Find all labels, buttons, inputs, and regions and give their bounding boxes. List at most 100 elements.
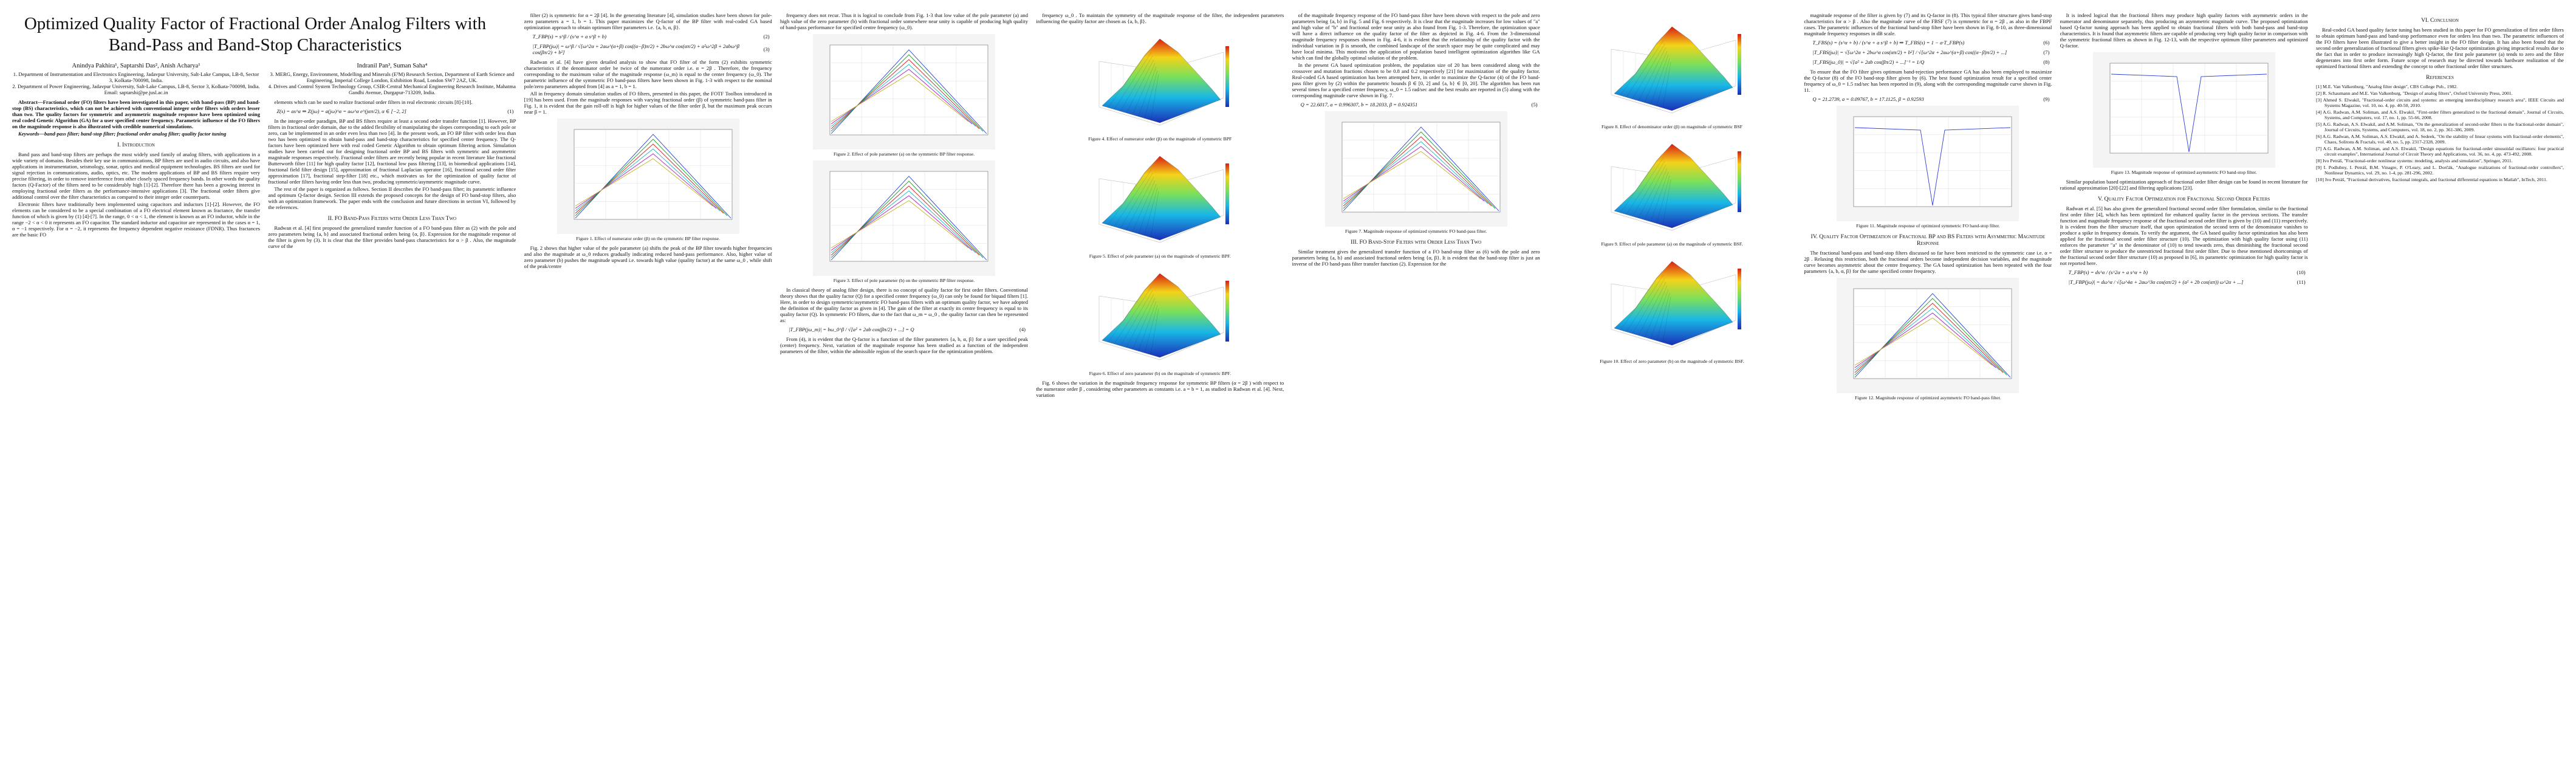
figure-caption: Figure 8. Effect of denominator order (β…: [1601, 124, 1743, 129]
reference: [2] R. Schaumann and M.E. Van Valkenburg…: [2316, 91, 2513, 96]
equation: T_FBP(s) = ds^α / (s^2α + a s^α + b) (10): [2060, 269, 2308, 275]
figure: Figure 12. Magnitude response of optimiz…: [1804, 278, 2052, 400]
mesh-line: [1632, 160, 1665, 217]
figure: Figure 7. Magnitude response of optimize…: [1292, 111, 1540, 234]
paragraph: filter (2) is symmetric for α = 2β [4]. …: [524, 12, 772, 30]
paragraph: Real-coded GA based quality factor tunin…: [2316, 27, 2564, 69]
paragraph: It is indeed logical that the fractional…: [2060, 12, 2308, 49]
column: Anindya Pakhira¹, Saptarshi Das², Anish …: [12, 12, 260, 770]
figure: Figure 2. Effect of pole parameter (a) o…: [780, 34, 1028, 157]
mesh-line: [1626, 157, 1664, 215]
equation-body: |T_FBP(jω_m)| = bω_0^β / √[a² + 2ab cos(…: [789, 326, 914, 332]
surface: [1614, 143, 1733, 229]
mesh-line: [1620, 36, 1663, 96]
mesh-line: [1126, 59, 1154, 114]
mesh-line: [1620, 153, 1663, 213]
paragraph: Radwan et al. [4] have given detailed an…: [524, 59, 772, 89]
mesh-line: [1145, 304, 1158, 354]
mesh-line: [1656, 58, 1670, 107]
section-heading: References: [2426, 74, 2454, 81]
paragraph: Fig. 6 shows the variation in the magnit…: [1036, 380, 1284, 398]
equation: Z(s) = as^α ⇒ Z(jω) = a(jω)^α = aω^α e^(…: [268, 108, 516, 114]
mesh-line: [1638, 47, 1667, 101]
plot-frame: [574, 129, 732, 220]
figure-graphic: [1599, 133, 1745, 239]
reference: [8] Ivo Petráš, "Fractional-order nonlin…: [2316, 158, 2513, 163]
author-names: Indranil Pan³, Suman Saha⁴: [357, 63, 428, 69]
response-curve: [831, 200, 969, 249]
colorbar: [1225, 46, 1230, 107]
reference: [9] I. Podlubny, I. Petráš, B.M. Vinagre…: [2316, 165, 2564, 176]
mesh-line: [1650, 54, 1669, 105]
equation: |T_FBP(jω)| = ω^β / √[ω^2α + 2aω^(α+β) c…: [524, 43, 772, 55]
mesh-line: [1139, 66, 1157, 117]
equation-number: (7): [2043, 49, 2050, 55]
mesh-line: [1108, 48, 1151, 108]
colorbar: [1225, 281, 1230, 342]
paragraph: frequency ω_0 . To maintain the symmetry…: [1036, 12, 1284, 24]
column: magnitude response of the filter is give…: [1804, 12, 2052, 720]
paragraph: The rest of the paper is organized as fo…: [268, 186, 516, 210]
surface: [1614, 26, 1733, 111]
equation-number: (5): [1531, 101, 1538, 108]
equation-body: T_FBP(s) = s^β / (s^α + a s^β + b): [532, 33, 606, 40]
paragraph: Similar treatment gives the generalized …: [1292, 249, 1540, 267]
mesh-line: [1644, 285, 1668, 338]
surface: [1614, 261, 1733, 346]
figure-caption: Figure 13. Magnitude response of optimiz…: [2111, 170, 2257, 175]
figure-caption: Figure 12. Magnitude response of optimiz…: [1855, 395, 2001, 400]
equation-number: (2): [763, 33, 770, 40]
equation-body: |T_FBP(jω)| = dω^α / √[ω^4α + 2aω^3α cos…: [2068, 279, 2244, 285]
figure-graphic: [1837, 278, 2019, 393]
equation: |T_FBP(jω_m)| = bω_0^β / √[a² + 2ab cos(…: [780, 326, 1028, 332]
section-heading: VI. Conclusion: [2421, 17, 2459, 24]
equation: Q = 22.6017, a = 0.996307, b = 18.2033, …: [1292, 101, 1540, 108]
figure-caption: Figure 7. Magnitude response of optimize…: [1345, 229, 1487, 234]
figure: Figure 8. Effect of denominator order (β…: [1548, 16, 1796, 129]
column: Indranil Pan³, Suman Saha⁴ 3. MERG, Energ…: [268, 12, 516, 770]
affiliation: 2. Department of Power Engineering, Jada…: [12, 83, 260, 89]
section-heading: IV. Quality Factor Optimization of Fract…: [1810, 233, 2046, 247]
keywords: Keywords—band-pass filter; band-stop fil…: [18, 131, 227, 137]
mesh-line: [1114, 52, 1152, 110]
colorbar: [1225, 163, 1230, 224]
reference: [5] A.G. Radwan, A.S. Elwakil, and A.M. …: [2316, 122, 2564, 132]
equation-body: |T_FBP(jω)| = ω^β / √[ω^2α + 2aω^(α+β) c…: [532, 43, 739, 55]
figure-graphic: [1087, 145, 1233, 252]
equation-number: (9): [2043, 96, 2050, 102]
equation-number: (1): [507, 108, 514, 114]
paragraph: To ensure that the FO filter gives optim…: [1804, 69, 2052, 93]
paragraph: elements which can be used to realize fr…: [274, 99, 473, 105]
colorbar: [1738, 269, 1741, 329]
mesh-line: [1626, 40, 1664, 98]
equation-body: |T_FBS(jω_0)| = √[a² + 2ab cos(βπ/2) + .…: [1812, 59, 1925, 65]
plot-frame: [829, 171, 988, 262]
mesh-line: [1151, 308, 1159, 356]
equation-body: Q = 21.2739, a = 0.09767, b = 17.1125, β…: [1812, 96, 1924, 102]
equation-body: T_FBP(s) = ds^α / (s^2α + a s^α + b): [2068, 269, 2148, 275]
mesh-line: [1132, 63, 1156, 115]
column: Figure 8. Effect of denominator order (β…: [1548, 12, 1796, 720]
reference: [6] A.G. Radwan, A.M. Soliman, A.S. Elwa…: [2316, 134, 2564, 145]
mesh-line: [1632, 43, 1665, 100]
figure-caption: Figure 6. Effect of zero parameter (b) o…: [1089, 371, 1231, 376]
mesh-line: [1120, 173, 1153, 229]
paragraph: of the magnitude frequency response of t…: [1292, 12, 1540, 61]
mesh-line: [1114, 286, 1152, 345]
reference: [4] A.G. Radwan, A.M. Soliman, and A.S. …: [2316, 109, 2564, 120]
surface: [1102, 156, 1221, 241]
abstract: Abstract—Fractional order (FO) filters h…: [12, 99, 260, 129]
reference: [1] M.E. Van Valkenburg, "Analog filter …: [2316, 84, 2458, 89]
equation: |T_FBS(jω_0)| = √[a² + 2ab cos(βπ/2) + .…: [1804, 59, 2052, 65]
mesh-line: [1139, 184, 1157, 235]
section-heading: V. Quality Factor Optimization for Fract…: [2098, 196, 2270, 202]
reference: [7] A.G. Radwan, A.M. Soliman, and A.S. …: [2316, 146, 2564, 157]
mesh-line: [1145, 70, 1158, 119]
surface: [1102, 38, 1221, 123]
equation: |T_FBS(jω)| = √[ω^2α + 2bω^α cos(απ/2) +…: [1804, 49, 2052, 55]
paragraph: The fractional band-pass and band-stop f…: [1804, 250, 2052, 274]
column: It is indeed logical that the fractional…: [2060, 12, 2308, 720]
figure-graphic: [1087, 28, 1233, 134]
mesh-line: [1662, 61, 1671, 109]
mesh-line: [1151, 191, 1159, 238]
